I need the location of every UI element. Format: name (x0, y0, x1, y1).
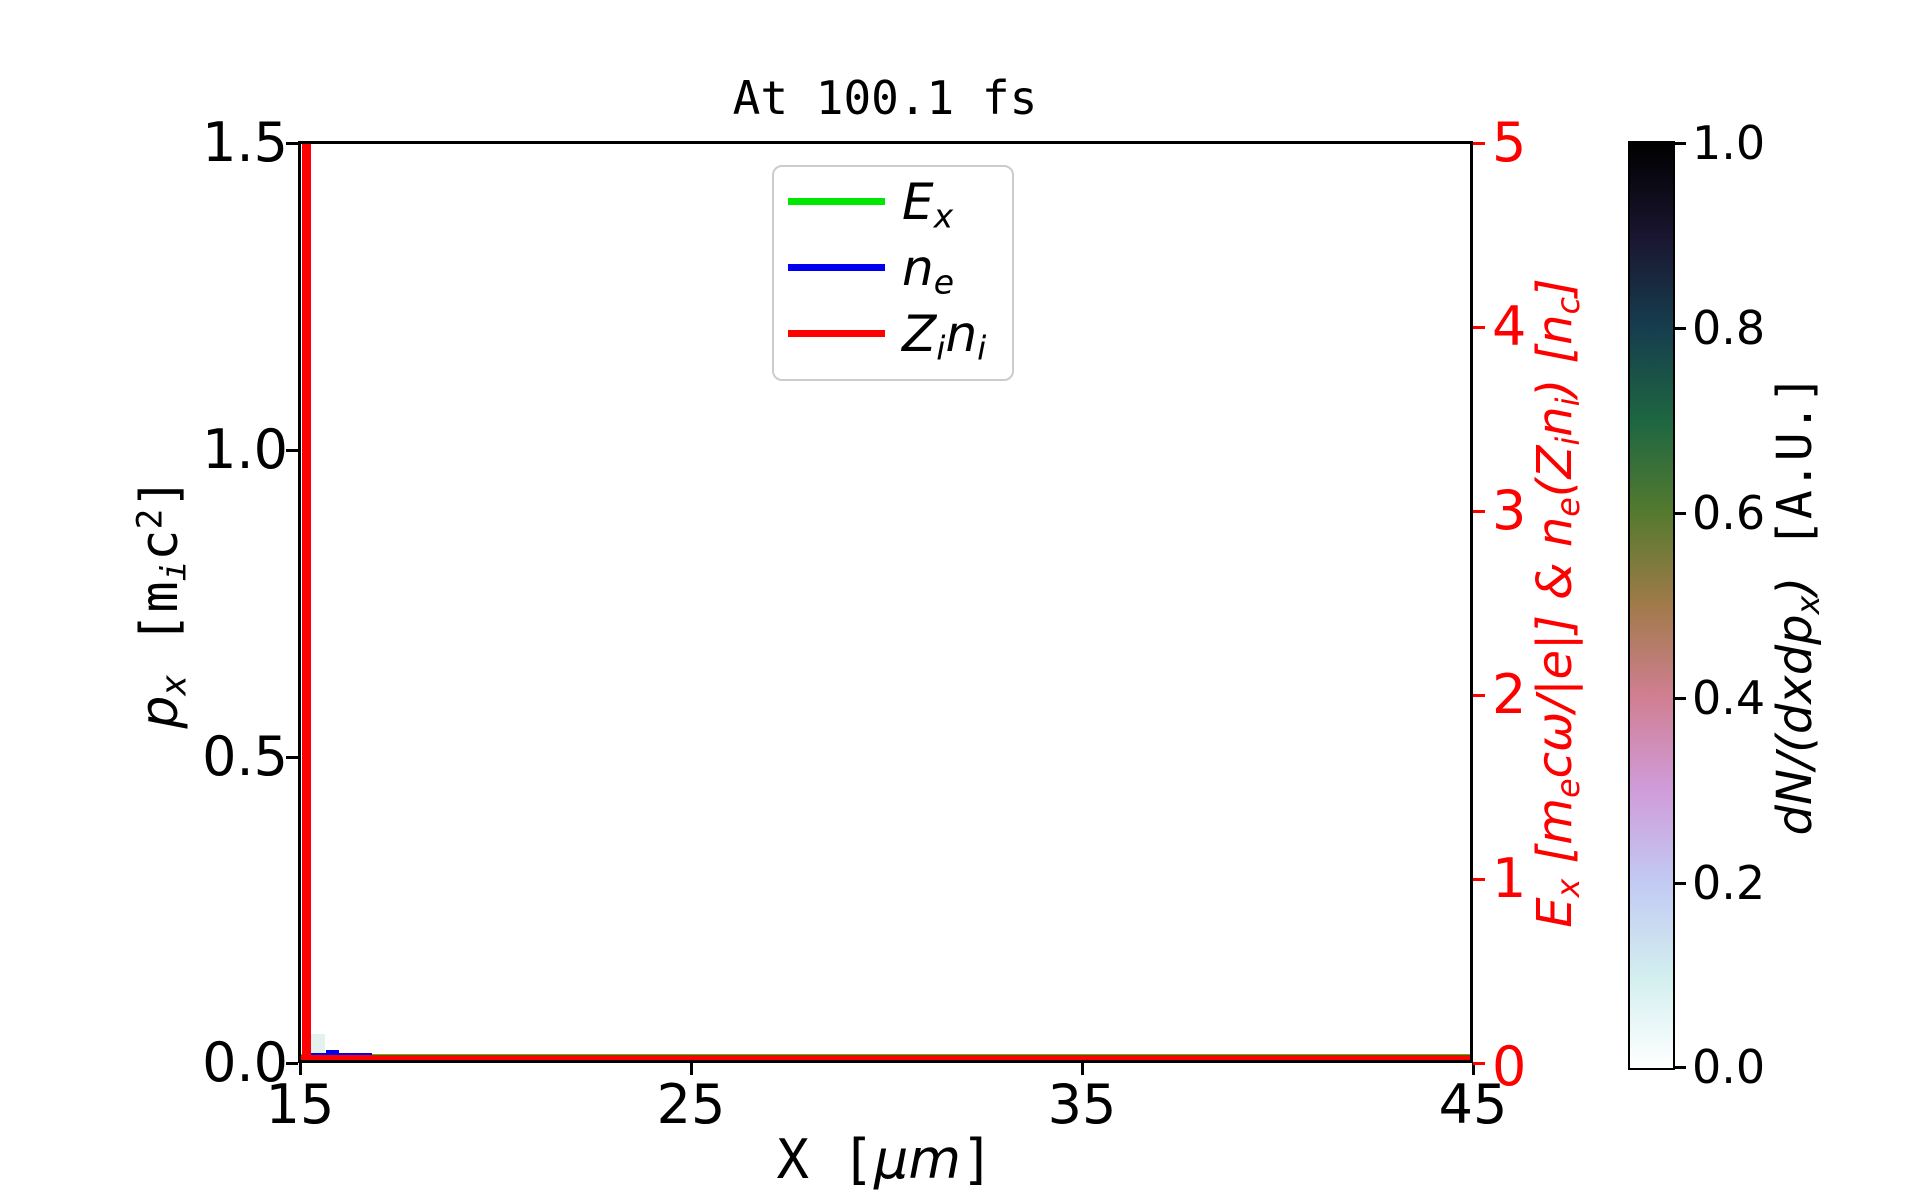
colorbar-tick-label: 0.2 (1692, 856, 1766, 910)
legend-label-zini-nsub: i (977, 328, 987, 368)
zini-spike (302, 144, 311, 1060)
legend-line-zini (788, 330, 885, 337)
x-label-mu: μm (874, 1128, 961, 1191)
legend-label-zini-n: n (945, 305, 978, 363)
y-left-axis-label: px [mic2] (130, 477, 195, 729)
legend-label-ex: Ex (902, 173, 953, 232)
colorbar-tick (1675, 142, 1686, 145)
y-right-tick-label: 1 (1492, 847, 1527, 910)
colorbar-tick (1675, 1066, 1686, 1069)
y-right-tick (1473, 694, 1485, 697)
y-left-tick-label: 0.5 (202, 725, 288, 788)
x-tick (1472, 1063, 1475, 1075)
y-right-tick-label: 4 (1492, 295, 1527, 358)
y-right-tick-label: 5 (1492, 111, 1527, 174)
x-tick-label: 45 (1438, 1073, 1508, 1136)
x-axis-label: X [μm] (685, 1130, 1085, 1190)
y-left-tick (286, 1062, 298, 1065)
legend-label-ex-main: E (902, 173, 934, 231)
y-left-tick (286, 142, 298, 145)
colorbar-tick (1675, 327, 1686, 330)
colorbar-tick (1675, 697, 1686, 700)
zini-baseline (301, 1055, 1470, 1060)
y-left-tick (286, 449, 298, 452)
legend-line-ne (788, 264, 885, 271)
y-right-tick (1473, 510, 1485, 513)
chart-title: At 100.1 fs (732, 71, 1038, 125)
colorbar-gradient (1628, 141, 1675, 1070)
y-right-tick (1473, 1062, 1485, 1065)
legend-box: Ex ne Zini (772, 165, 1014, 381)
colorbar-tick (1675, 512, 1686, 515)
colorbar-tick-label: 0.6 (1692, 486, 1766, 540)
legend-line-ex (788, 198, 885, 205)
legend-label-ne-sub: e (933, 262, 955, 302)
legend-label-zini-z: Z (902, 305, 937, 363)
ne-line (307, 1053, 372, 1056)
x-label-pre: X [ (776, 1128, 875, 1191)
y-left-tick-label: 0.0 (202, 1031, 288, 1094)
legend-label-zini: Zini (902, 305, 986, 364)
colorbar-tick-label: 0.4 (1692, 671, 1766, 725)
colorbar-tick (1675, 882, 1686, 885)
legend-label-ne: ne (902, 239, 954, 298)
x-tick (1081, 1063, 1084, 1075)
y-right-tick (1473, 326, 1485, 329)
y-left-tick-label: 1.0 (202, 418, 288, 481)
y-right-tick (1473, 142, 1485, 145)
colorbar-axis-label: dN/(dxdpx) [A.U.] (1767, 374, 1827, 836)
x-tick-label: 15 (265, 1073, 335, 1136)
x-label-close: ] (961, 1128, 994, 1191)
histogram-cell (309, 1034, 325, 1056)
x-tick-label: 35 (1047, 1073, 1117, 1136)
x-tick-label: 25 (656, 1073, 726, 1136)
y-left-tick-label: 1.5 (202, 111, 288, 174)
y-left-label-math: px (130, 675, 195, 729)
y-right-axis-label: Ex [mecω/|e|] & ne(Zini) [nc] (1527, 278, 1587, 928)
y-right-tick (1473, 878, 1485, 881)
colorbar-tick-label: 1.0 (1692, 116, 1766, 170)
colorbar-label-unit: [A.U.] (1767, 374, 1823, 577)
colorbar-tick-label: 0.8 (1692, 301, 1766, 355)
y-right-tick-label: 2 (1492, 663, 1527, 726)
legend-label-ne-main: n (902, 239, 934, 297)
y-left-label-unit: [mic2] (130, 477, 195, 676)
colorbar-tick-label: 0.0 (1692, 1040, 1766, 1094)
legend-label-zini-zsub: i (936, 328, 946, 368)
colorbar-label-math: dN/(dxdpx) (1767, 576, 1827, 836)
y-right-tick-label: 0 (1492, 1035, 1527, 1098)
x-tick (299, 1063, 302, 1075)
x-tick (690, 1063, 693, 1075)
y-left-tick (286, 756, 298, 759)
y-right-tick-label: 3 (1492, 479, 1527, 542)
ne-line-bump (326, 1050, 339, 1054)
legend-label-ex-sub: x (933, 196, 954, 236)
